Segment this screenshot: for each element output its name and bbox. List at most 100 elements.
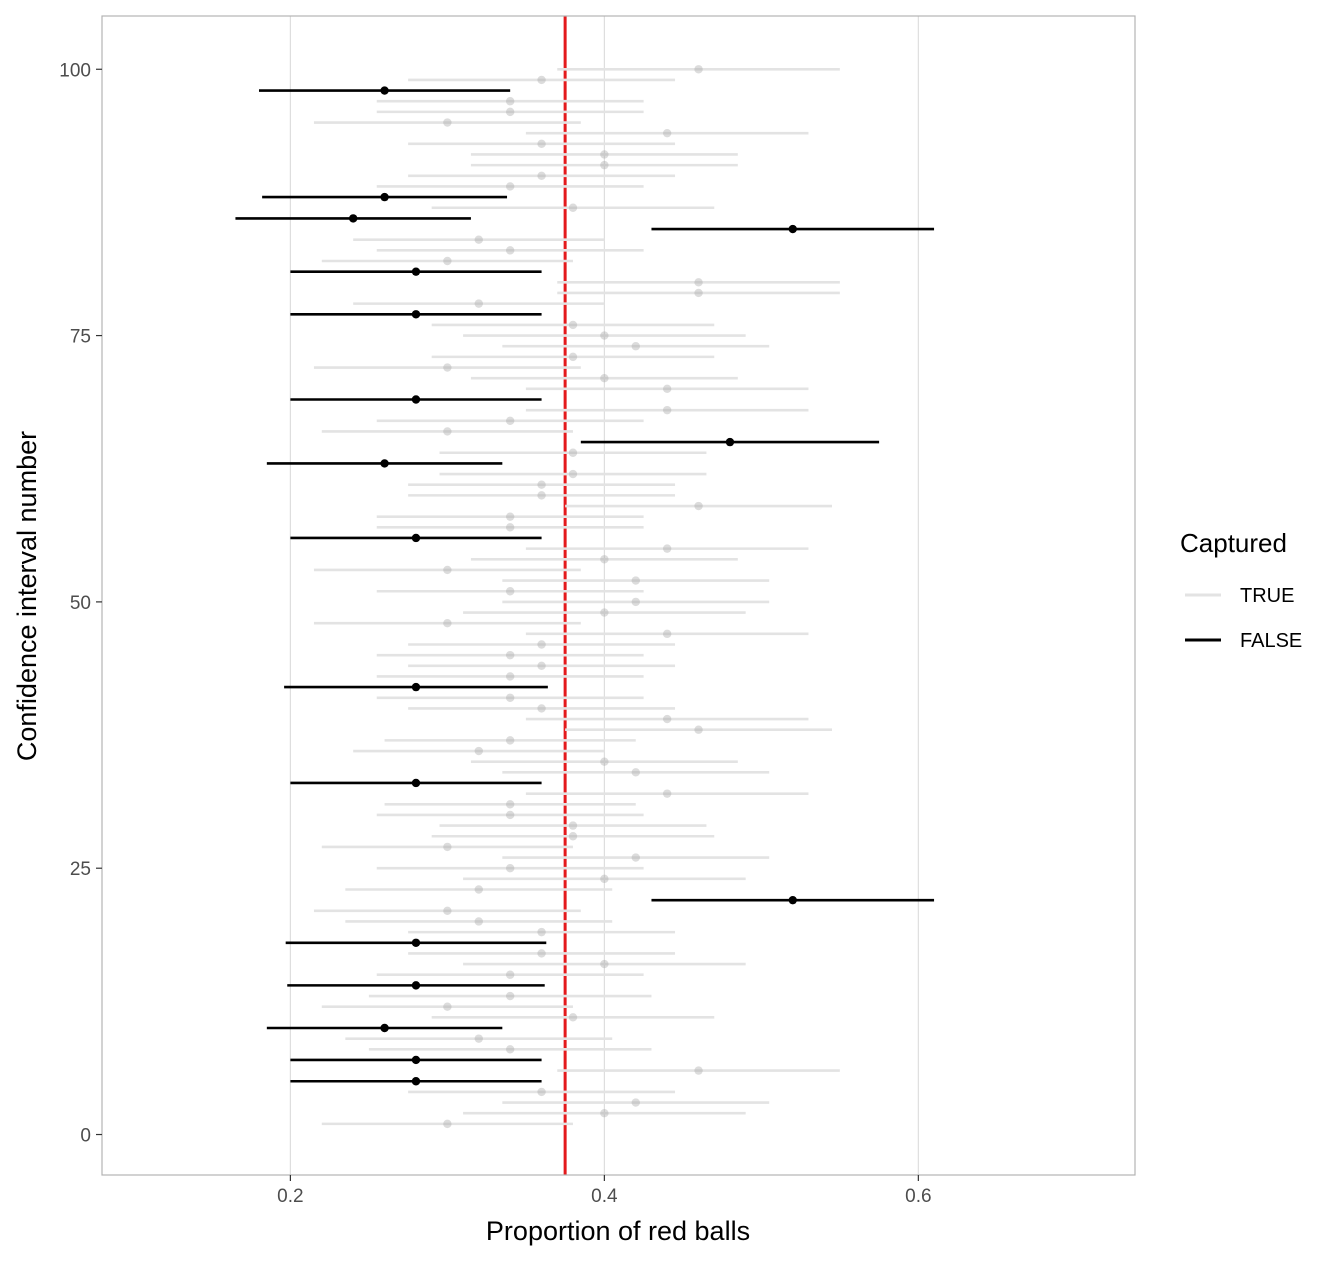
interval-point-captured [505, 246, 515, 255]
interval-point-captured [443, 842, 452, 852]
interval-point-captured [443, 565, 452, 575]
interval-point-captured [600, 874, 609, 884]
interval-point-captured [505, 693, 515, 702]
interval-point-captured [662, 629, 672, 639]
interval-point-captured [568, 821, 578, 830]
interval-point-captured [505, 991, 515, 1001]
interval-point-captured [537, 480, 546, 489]
interval-point-captured [662, 128, 672, 138]
interval-point-captured [662, 789, 672, 798]
interval-point-captured [537, 491, 546, 500]
interval-point-captured [537, 75, 546, 85]
interval-point-captured [505, 416, 515, 425]
interval-point-captured [694, 1066, 703, 1075]
panel-border [101, 15, 1136, 1176]
interval-point-captured [474, 299, 483, 308]
interval-point-captured [631, 597, 640, 607]
legend-title: Captured [1180, 528, 1287, 558]
interval-point-captured [537, 704, 546, 713]
interval-point-captured [537, 171, 546, 180]
interval-point-captured [474, 235, 483, 244]
interval-point-captured [600, 959, 609, 969]
interval-point-missed [411, 533, 421, 543]
interval-point-captured [505, 864, 515, 873]
interval-point-captured [662, 384, 672, 394]
interval-point-captured [568, 320, 578, 330]
interval-point-captured [537, 927, 546, 937]
interval-point-missed [411, 1077, 421, 1086]
interval-point-captured [568, 832, 578, 841]
interval-point-captured [631, 576, 640, 585]
interval-point-captured [505, 650, 515, 660]
interval-point-captured [443, 1002, 452, 1011]
interval-point-captured [443, 618, 452, 628]
interval-point-missed [411, 267, 421, 276]
interval-point-captured [600, 331, 609, 340]
y-tick-label: 100 [59, 60, 91, 81]
interval-point-missed [380, 459, 389, 468]
interval-point-captured [600, 608, 609, 617]
interval-point-captured [537, 949, 546, 958]
interval-point-missed [380, 1023, 389, 1033]
interval-point-captured [694, 278, 703, 287]
interval-point-missed [788, 224, 797, 234]
y-tick-label: 0 [80, 1126, 91, 1147]
interval-point-captured [631, 342, 640, 351]
interval-point-captured [474, 746, 483, 756]
legend: Captured TRUE FALSE [1180, 528, 1302, 652]
interval-point-captured [631, 853, 640, 862]
interval-point-captured [505, 182, 515, 191]
interval-point-captured [694, 725, 703, 734]
interval-point-captured [443, 427, 452, 436]
interval-point-captured [600, 150, 609, 159]
interval-point-captured [600, 160, 609, 170]
interval-point-captured [505, 523, 515, 532]
y-tick-label: 50 [70, 593, 91, 614]
interval-point-captured [662, 714, 672, 724]
interval-point-captured [694, 288, 703, 298]
interval-point-captured [505, 672, 515, 681]
x-tick-label: 0.4 [591, 1186, 618, 1207]
interval-point-missed [411, 682, 421, 692]
missed-intervals-layer [235, 86, 935, 1086]
legend-true-label: TRUE [1240, 585, 1294, 607]
interval-point-captured [505, 1045, 515, 1054]
x-axis: 0.2 0.4 0.6 [277, 1175, 932, 1207]
interval-point-missed [380, 192, 389, 202]
interval-point-missed [411, 1055, 421, 1065]
interval-point-missed [380, 86, 389, 95]
y-tick-label: 25 [70, 859, 91, 880]
interval-point-captured [474, 917, 483, 926]
interval-point-missed [411, 395, 421, 404]
x-tick-label: 0.2 [277, 1186, 303, 1207]
interval-point-captured [631, 768, 640, 777]
interval-point-captured [537, 1087, 546, 1097]
interval-point-captured [443, 118, 452, 127]
interval-point-captured [443, 906, 452, 916]
interval-point-captured [662, 405, 672, 415]
x-tick-label: 0.6 [905, 1186, 931, 1207]
gridlines [289, 16, 919, 1175]
interval-point-captured [600, 373, 609, 383]
legend-false-label: FALSE [1240, 630, 1302, 652]
interval-point-missed [411, 778, 421, 788]
interval-point-missed [411, 310, 421, 319]
interval-point-captured [600, 757, 609, 766]
interval-point-captured [694, 501, 703, 511]
y-axis-title: Confidence interval number [12, 431, 42, 761]
interval-point-captured [568, 469, 578, 479]
interval-point-captured [568, 352, 578, 362]
interval-point-captured [568, 203, 578, 212]
interval-point-captured [505, 512, 515, 521]
captured-intervals-layer [313, 65, 840, 1129]
interval-point-captured [443, 256, 452, 266]
interval-point-missed [788, 895, 797, 905]
interval-point-captured [600, 1109, 609, 1118]
interval-point-captured [694, 65, 703, 74]
interval-point-captured [505, 587, 515, 596]
interval-point-captured [505, 736, 515, 745]
interval-point-captured [662, 544, 672, 553]
interval-point-captured [443, 363, 452, 372]
y-tick-label: 75 [70, 327, 91, 348]
interval-point-captured [443, 1119, 452, 1129]
